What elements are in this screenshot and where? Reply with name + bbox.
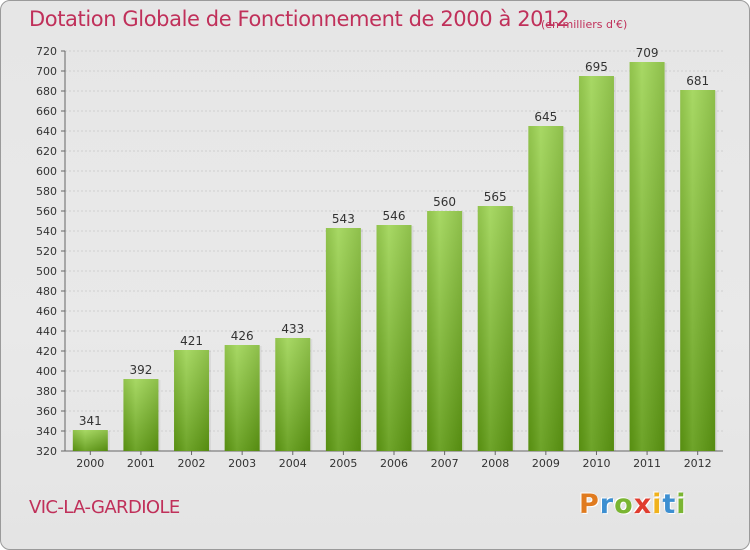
bar-value-label: 560	[433, 195, 456, 209]
bar-sheen	[578, 76, 614, 451]
x-tick-label: 2012	[684, 457, 712, 470]
y-tick-label: 540	[36, 225, 57, 238]
x-tick-label: 2001	[127, 457, 155, 470]
bar-sheen	[72, 430, 108, 451]
bar-value-label: 543	[332, 212, 355, 226]
x-tick-label: 2010	[582, 457, 610, 470]
y-tick-label: 580	[36, 185, 57, 198]
bar-sheen	[123, 379, 159, 451]
y-tick-label: 660	[36, 105, 57, 118]
y-tick-label: 600	[36, 165, 57, 178]
y-tick-label: 400	[36, 365, 57, 378]
bar-value-label: 341	[79, 414, 102, 428]
y-tick-label: 700	[36, 65, 57, 78]
y-tick-label: 520	[36, 245, 57, 258]
bar-value-label: 695	[585, 60, 608, 74]
bar-value-label: 433	[281, 322, 304, 336]
chart-unit: (en milliers d'€)	[541, 18, 628, 31]
bar-value-label: 709	[636, 46, 659, 60]
bar-value-label: 565	[484, 190, 507, 204]
bar-sheen	[224, 345, 260, 451]
bar-value-label: 421	[180, 334, 203, 348]
x-tick-label: 2008	[481, 457, 509, 470]
x-tick-label: 2006	[380, 457, 408, 470]
y-tick-label: 480	[36, 285, 57, 298]
y-tick-label: 680	[36, 85, 57, 98]
x-tick-label: 2003	[228, 457, 256, 470]
x-tick-label: 2009	[532, 457, 560, 470]
y-tick-label: 380	[36, 385, 57, 398]
x-tick-label: 2004	[279, 457, 307, 470]
y-tick-label: 360	[36, 405, 57, 418]
bar-sheen	[528, 126, 564, 451]
bar-value-label: 645	[534, 110, 557, 124]
y-tick-label: 620	[36, 145, 57, 158]
y-tick-label: 440	[36, 325, 57, 338]
bar-sheen	[477, 206, 513, 451]
y-tick-label: 500	[36, 265, 57, 278]
bar-sheen	[376, 225, 412, 451]
commune-name: VIC-LA-GARDIOLE	[29, 497, 180, 518]
bar-value-label: 426	[231, 329, 254, 343]
y-tick-label: 720	[36, 45, 57, 58]
x-tick-label: 2007	[431, 457, 459, 470]
bars: 341 392 421 426 433 543 546 560 565 645 695 709 681	[72, 46, 718, 451]
x-tick-label: 2002	[178, 457, 206, 470]
bar-sheen	[629, 62, 665, 451]
proxiti-logo: Proxiti	[579, 489, 687, 520]
bar-value-label: 546	[383, 209, 406, 223]
y-tick-label: 320	[36, 445, 57, 458]
x-tick-label: 2011	[633, 457, 661, 470]
bar-value-label: 681	[686, 74, 709, 88]
y-tick-label: 420	[36, 345, 57, 358]
y-tick-label: 560	[36, 205, 57, 218]
bar-sheen	[275, 338, 311, 451]
bar-value-label: 392	[129, 363, 152, 377]
bar-sheen	[174, 350, 210, 451]
y-tick-label: 460	[36, 305, 57, 318]
y-tick-label: 640	[36, 125, 57, 138]
bar-sheen	[427, 211, 463, 451]
chart-title: Dotation Globale de Fonctionnement de 20…	[29, 7, 570, 31]
bar-sheen	[325, 228, 361, 451]
bar-sheen	[680, 90, 716, 451]
x-tick-label: 2000	[76, 457, 104, 470]
y-tick-label: 340	[36, 425, 57, 438]
x-tick-label: 2005	[329, 457, 357, 470]
